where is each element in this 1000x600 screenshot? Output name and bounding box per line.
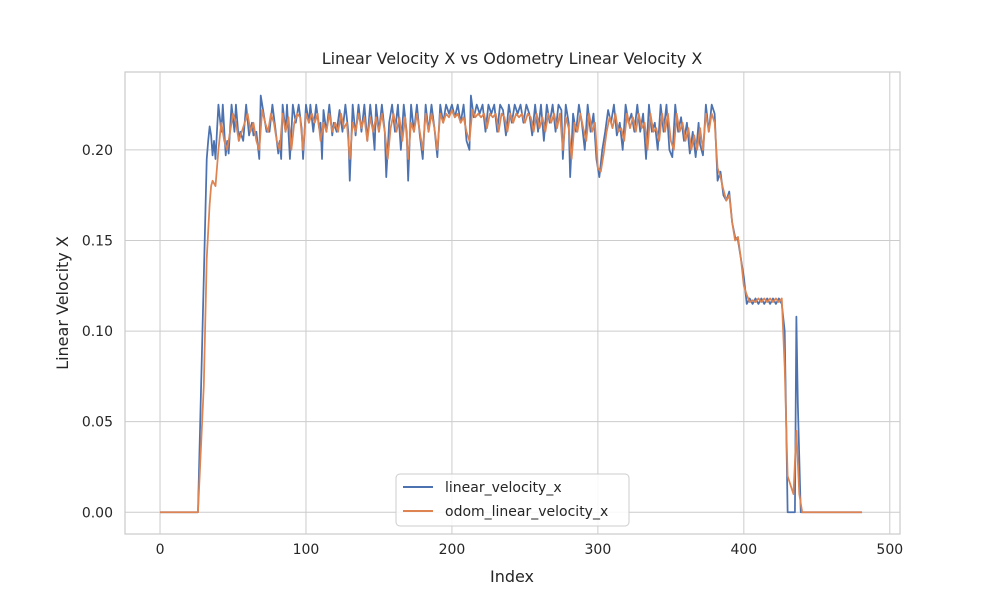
x-gridlines — [159, 72, 891, 534]
x-tick-label: 0 — [156, 542, 165, 558]
x-axis-label: Index — [490, 567, 534, 586]
x-tick-label: 400 — [730, 542, 757, 558]
y-axis-label: Linear Velocity X — [53, 236, 72, 370]
legend-label-odom-linear-velocity-x: odom_linear_velocity_x — [445, 504, 608, 520]
x-tick-label: 500 — [876, 542, 903, 558]
series-layer — [160, 94, 863, 514]
legend: linear_velocity_x odom_linear_velocity_x — [395, 473, 630, 527]
series-line-odom-linear-velocity-x — [160, 109, 863, 514]
y-tick-labels: 0.00 0.05 0.10 0.15 0.20 — [82, 143, 113, 521]
legend-box — [395, 473, 630, 527]
y-tick-label: 0.10 — [82, 324, 113, 340]
x-tick-labels: 0 100 200 300 400 500 — [156, 542, 904, 558]
legend-label-linear-velocity-x: linear_velocity_x — [445, 480, 562, 496]
y-tick-label: 0.15 — [82, 233, 113, 249]
y-tick-label: 0.05 — [82, 415, 113, 431]
y-tick-label: 0.20 — [82, 143, 113, 159]
x-tick-label: 300 — [585, 542, 612, 558]
chart-title: Linear Velocity X vs Odometry Linear Vel… — [322, 49, 703, 68]
series-line-linear-velocity-x — [160, 94, 863, 514]
y-tick-label: 0.00 — [82, 505, 113, 521]
plot-frame — [124, 71, 901, 535]
x-tick-label: 100 — [293, 542, 320, 558]
x-tick-label: 200 — [439, 542, 466, 558]
